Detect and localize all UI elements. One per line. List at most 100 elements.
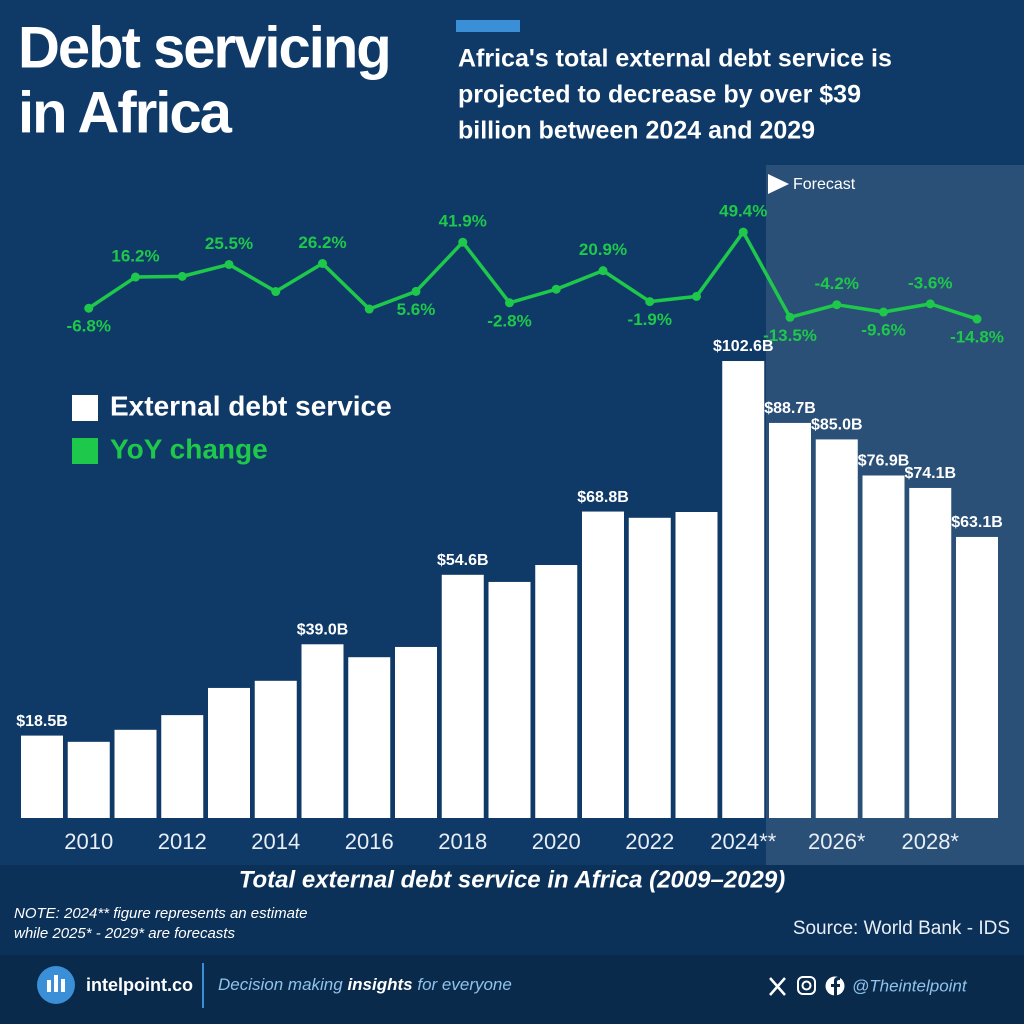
bar-value-label: $74.1B [904, 465, 956, 482]
tagline: Decision making insights for everyone [218, 975, 512, 994]
yoy-value-label: 5.6% [397, 300, 436, 319]
x-tick-label: 2026* [808, 829, 866, 854]
bar [67, 741, 110, 818]
yoy-point [131, 272, 140, 282]
yoy-value-label: -3.6% [908, 273, 952, 292]
bar [535, 565, 578, 818]
source: Source: World Bank - IDS [793, 918, 1010, 939]
yoy-point [224, 259, 234, 269]
title-line: Debt servicing [18, 15, 390, 80]
yoy-point [832, 300, 842, 310]
bar [862, 475, 905, 818]
yoy-value-label: -2.8% [487, 311, 531, 330]
bar-value-label: $39.0B [297, 622, 349, 639]
legend-swatch [72, 438, 98, 464]
yoy-point [738, 227, 748, 237]
x-tick-label: 2012 [158, 829, 207, 854]
x-tick-label: 2010 [64, 829, 113, 854]
bar-value-label: $85.0B [811, 417, 863, 434]
bar [956, 536, 998, 818]
tagline-part: insights [347, 975, 412, 994]
yoy-point [177, 271, 187, 281]
bar [815, 439, 858, 818]
yoy-point [318, 258, 327, 268]
yoy-point [551, 284, 561, 294]
bar [21, 735, 63, 818]
subtitle-line: projected to decrease by over $39 [458, 81, 861, 109]
yoy-point [84, 303, 94, 313]
note-line: NOTE: 2024** figure represents an estima… [14, 905, 307, 922]
x-axis-title: Total external debt service in Africa (2… [239, 866, 785, 893]
bar-value-label: $102.6B [713, 338, 774, 355]
yoy-point [692, 291, 701, 301]
legend-swatch [72, 395, 98, 421]
x-tick-label: 2016 [345, 829, 394, 854]
bar [441, 574, 484, 818]
bar [301, 644, 344, 818]
bar-value-label: $76.9B [858, 453, 910, 470]
yoy-point [645, 297, 655, 307]
x-tick-label: 2028* [901, 829, 959, 854]
bar [114, 729, 157, 818]
yoy-point [364, 304, 374, 314]
x-tick-label: 2014 [251, 829, 300, 854]
legend-label: External debt service [110, 390, 392, 421]
yoy-value-label: 25.5% [205, 234, 253, 253]
forecast-arrow [768, 174, 789, 194]
yoy-value-label: -9.6% [861, 320, 905, 339]
bar-value-label: $18.5B [16, 713, 68, 730]
yoy-point [972, 314, 982, 324]
title-line: in Africa [18, 80, 233, 145]
subtitle-line: billion between 2024 and 2029 [458, 117, 815, 145]
accent-bar [456, 20, 520, 32]
bar [348, 657, 391, 818]
x-tick-label: 2018 [438, 829, 487, 854]
yoy-point [598, 266, 608, 276]
instagram-icon-lens [801, 980, 812, 991]
yoy-value-label: -1.9% [628, 310, 672, 329]
yoy-value-label: -13.5% [763, 326, 817, 345]
footer-band [0, 955, 1024, 1024]
tagline-part: for everyone [413, 975, 512, 994]
yoy-value-label: 41.9% [439, 212, 487, 231]
bar-value-label: $88.7B [764, 400, 816, 417]
handle[interactable]: @Theintelpoint [852, 976, 968, 995]
yoy-point [925, 299, 935, 309]
brand: intelpoint.co [86, 975, 193, 995]
yoy-point [271, 287, 281, 297]
yoy-value-label: 20.9% [579, 240, 627, 259]
logo-bar [54, 975, 58, 992]
yoy-point [505, 298, 514, 308]
subtitle-line: Africa's total external debt service is [458, 45, 892, 73]
instagram-icon[interactable] [797, 976, 816, 995]
logo-bar [61, 979, 65, 992]
yoy-point [458, 237, 468, 247]
bar [582, 511, 624, 818]
yoy-line [87, 230, 978, 321]
bar [395, 646, 437, 818]
bar [675, 512, 718, 818]
yoy-value-label: 49.4% [719, 202, 767, 221]
bar [628, 517, 671, 818]
notes-band [0, 865, 1024, 955]
yoy-point [879, 307, 888, 317]
bar [722, 361, 765, 818]
bar [909, 487, 952, 818]
x-icon[interactable] [769, 977, 786, 996]
bar [769, 422, 811, 818]
yoy-value-label: -4.2% [815, 274, 859, 293]
logo-bar [47, 980, 51, 992]
bar-value-label: $63.1B [951, 514, 1003, 531]
forecast-label: Forecast [793, 176, 856, 193]
bar-value-label: $68.8B [577, 489, 629, 506]
bar [161, 715, 204, 818]
yoy-value-label: -14.8% [950, 328, 1004, 347]
yoy-value-label: 16.2% [111, 247, 159, 266]
facebook-glyph [831, 977, 840, 996]
x-tick-label: 2020 [532, 829, 581, 854]
yoy-point [411, 286, 421, 296]
bar-value-label: $54.6B [437, 552, 489, 569]
bar [208, 687, 250, 818]
legend-label: YoY change [110, 433, 268, 464]
